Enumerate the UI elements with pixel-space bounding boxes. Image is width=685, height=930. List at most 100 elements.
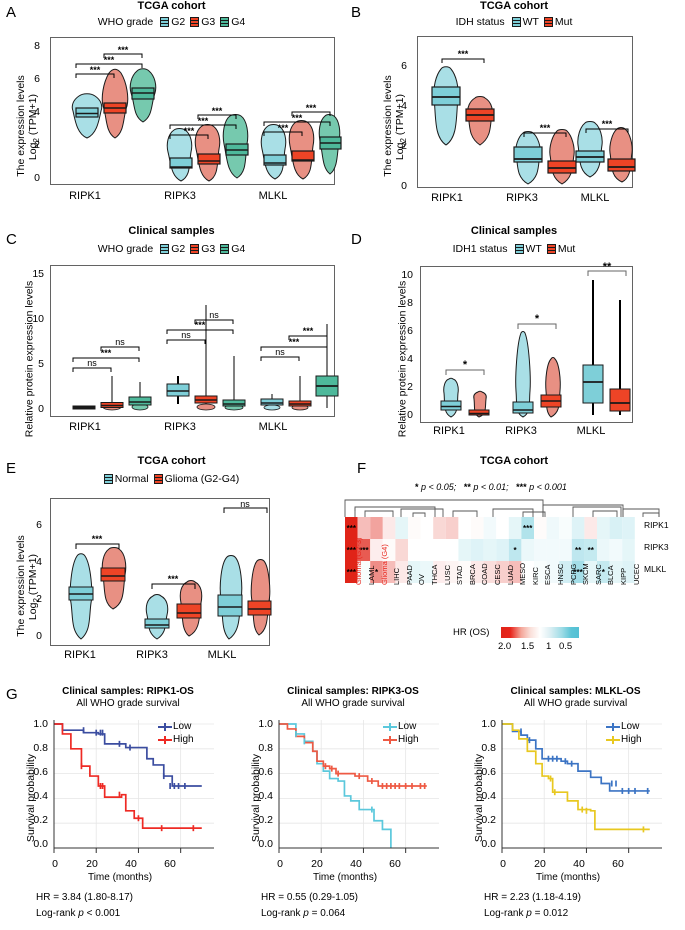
heatmap-column-label: PCPG [568,563,578,585]
legend-key-wt[interactable]: WT [514,243,542,255]
panel-c-ytick-15: 15 [32,268,44,280]
svg-text:***: *** [168,574,179,584]
legend-key-g4[interactable]: G4 [220,243,245,255]
km-legend-high[interactable]: High [158,733,194,746]
legend-label: Normal [114,473,149,485]
panel-b-ytick-4: 4 [401,100,407,112]
panel-e-ytick-2: 2 [36,593,42,605]
legend-label: G2 [171,16,186,28]
ylabel-line2: Log [26,602,39,621]
heatmap-cell [508,517,522,539]
panel-e-svg: *** *** ns [68,499,272,640]
km-hr-ripk3: HR = 0.55 (0.29-1.05) [261,892,358,903]
panel-a-legend-title: WHO grade [97,16,154,28]
legend-key-normal[interactable]: Normal [103,473,149,485]
km-ytick-0.2: 0.2 [33,814,48,826]
km-xtick-40: 40 [125,858,137,870]
panel-e-plot-area: *** *** ns [50,498,272,646]
panel-f-heatmap-svg: *** ****** *** * ** ***** * *** * [344,499,660,583]
legend-label: Glioma (G2-G4) [164,473,240,485]
panel-f-significance-note: * p < 0.05; ** p < 0.01; *** p < 0.001 [415,482,567,492]
panel-d-ytick-6: 6 [407,325,413,337]
km-xtick-0: 0 [52,858,58,870]
legend-key-g3[interactable]: G3 [190,243,215,255]
legend-key-mut[interactable]: Mut [543,16,572,28]
dendrogram [344,499,660,517]
km-ytick-0.2: 0.2 [258,814,273,826]
km-legend-mlkl: Low High [606,720,642,746]
km-legend-low[interactable]: Low [158,720,194,733]
legend-swatch-icon [190,244,200,254]
km-xtick-60: 60 [389,858,401,870]
km-legend-label: Low [621,721,640,732]
panel-b-legend: IDH status WT Mut [343,16,685,28]
panel-c-xcat-0: RIPK1 [69,421,101,433]
heatmap-cell [546,561,560,583]
svg-text:***: *** [101,348,112,358]
km-legend-label: Low [173,721,192,732]
legend-key-g3[interactable]: G3 [190,16,215,28]
km-logrank-ripk3: Log-rank p = 0.064 [261,908,345,919]
legend-key-g2[interactable]: G2 [160,243,185,255]
heatmap-cell [357,539,371,561]
logrank-value: = 0.064 [308,908,346,919]
km-curve [502,723,650,831]
svg-text:***: *** [104,55,115,65]
sig-star-1: * [415,482,419,492]
panel-c-legend: WHO grade G2 G3 G4 [0,243,343,255]
km-title-mlkl: Clinical samples: MLKL-OS [510,686,641,697]
heatmap-cell [597,561,610,583]
legend-key-glioma[interactable]: Glioma (G2-G4) [153,473,240,485]
km-legend-marker-icon [606,722,620,731]
heatmap-column-label: LUSC [442,564,452,585]
heatmap-cell [546,517,560,539]
panel-a-plot-area: *** *** *** *** *** *** *** *** *** [50,37,342,185]
heatmap-sig-mark: * [514,546,518,555]
km-plot-ripk1: Clinical samples: RIPK1-OS All WHO grade… [18,682,238,930]
panel-a-label: A [6,4,17,21]
legend-key-wt[interactable]: WT [511,16,539,28]
km-subtitle-ripk3: All WHO grade survival [301,698,405,709]
heatmap-cell [508,561,522,583]
heatmap-cell [496,517,509,539]
km-ytick-0.4: 0.4 [481,790,496,802]
legend-label: Mut [557,243,576,255]
km-legend-high[interactable]: High [606,733,642,746]
heatmap-cell [345,539,358,561]
ylabel-line1: The expression levels [15,535,27,637]
panel-f-colorbar-tick-05: 0.5 [559,641,573,652]
legend-key-mut[interactable]: Mut [546,243,576,255]
km-legend-low[interactable]: Low [383,720,419,733]
svg-text:***: *** [303,326,314,336]
legend-swatch-icon [103,474,113,484]
km-legend-marker-icon [158,735,172,744]
panel-f-colorbar-tick-1: 1 [546,641,552,652]
heatmap-cell [471,539,484,561]
km-svg-mlkl [501,720,662,853]
logrank-value: = 0.012 [531,908,569,919]
heatmap-column-label: LAML [366,565,376,585]
logrank-prefix: Log-rank [36,908,79,919]
ylabel-line1: The expression levels [15,75,27,177]
panel-d-xcat-1: RIPK3 [505,425,537,437]
km-legend-high[interactable]: High [383,733,419,746]
heatmap-column-label: LIHC [392,567,402,585]
heatmap-cell [370,561,383,583]
sig-star-2: ** [463,482,471,492]
heatmap-sig-mark: *** [347,524,357,533]
panel-e-xcat-0: RIPK1 [64,649,96,661]
heatmap-sig-mark: *** [347,568,357,577]
legend-key-g2[interactable]: G2 [160,16,185,28]
heatmap-cell [420,539,434,561]
legend-key-g4[interactable]: G4 [220,16,245,28]
km-legend-marker-icon [158,722,172,731]
panel-a-ytick-4: 4 [34,106,40,118]
km-legend-low[interactable]: Low [606,720,642,733]
km-xtick-40: 40 [350,858,362,870]
heatmap-sig-mark: ** [575,546,582,555]
panel-f-row-label-ripk1: RIPK1 [644,520,669,530]
sig-star-3: *** [516,482,527,492]
heatmap-cell [445,539,459,561]
heatmap-cell [408,561,421,583]
heatmap-column-label: SKCM [581,563,591,585]
